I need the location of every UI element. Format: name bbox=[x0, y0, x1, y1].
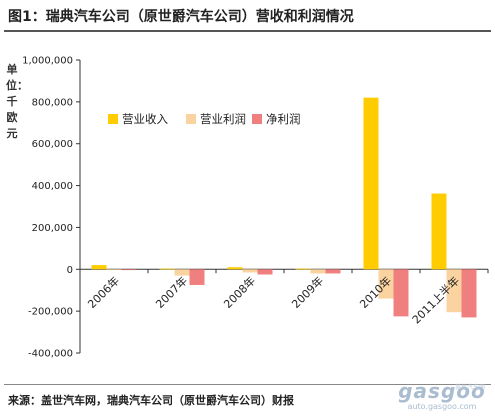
legend-swatch-1 bbox=[108, 114, 118, 124]
bar-3-2010年 bbox=[393, 269, 409, 317]
x-tick-label: 2009年 bbox=[289, 274, 326, 311]
bar-1-2008年 bbox=[227, 267, 243, 270]
y-tick-label: -400,000 bbox=[28, 349, 73, 360]
y-tick-label: 0 bbox=[67, 265, 73, 276]
legend-swatch-2 bbox=[186, 114, 196, 124]
gasgoo-watermark: 盖世汽车网 gasgoo auto.gasgoo.com bbox=[397, 380, 487, 414]
bar-2-2008年 bbox=[242, 269, 258, 273]
bar-1-2011上半年 bbox=[431, 193, 447, 270]
source-note: 来源：盖世汽车网，瑞典汽车公司（原世爵汽车公司）财报 bbox=[8, 394, 294, 407]
bar-1-2006年 bbox=[91, 265, 107, 270]
y-tick-label: 200,000 bbox=[32, 223, 73, 234]
title-divider bbox=[4, 30, 491, 32]
axes: -400,000 -200,000 0 200,000 400,000 600,000 80… bbox=[22, 56, 489, 360]
bar-1-2007年 bbox=[159, 268, 175, 270]
bar-2-2010年 bbox=[378, 269, 394, 299]
watermark-cn: 盖世汽车网 bbox=[454, 384, 485, 391]
bar-3-2007年 bbox=[189, 269, 205, 285]
y-tick-label: 600,000 bbox=[32, 139, 73, 150]
chart-title: 图1：瑞典汽车公司（原世爵汽车公司）营收和利润情况 bbox=[8, 9, 354, 25]
watermark-logo: gasgoo bbox=[398, 379, 486, 403]
bar-1-2010年 bbox=[363, 97, 379, 270]
x-tick-label: 2006年 bbox=[85, 274, 122, 311]
bar-2-2011上半年 bbox=[446, 269, 462, 313]
legend-label-3: 净利润 bbox=[266, 112, 301, 126]
y-tick-label: 800,000 bbox=[32, 97, 73, 108]
y-tick-label: -200,000 bbox=[28, 307, 73, 318]
x-tick-label: 2007年 bbox=[153, 274, 190, 311]
y-tick-label: 400,000 bbox=[32, 181, 73, 192]
footer-divider bbox=[4, 384, 491, 385]
bar-2-2007年 bbox=[174, 269, 190, 276]
bar-3-2011上半年 bbox=[461, 269, 477, 318]
y-tick-label: 1,000,000 bbox=[22, 56, 73, 67]
bar-3-2009年 bbox=[325, 269, 341, 274]
y-axis-label: 单位：千欧元 bbox=[6, 62, 28, 142]
bar-2-2006年 bbox=[106, 269, 122, 271]
legend-swatch-3 bbox=[252, 114, 262, 124]
y-axis-label-text: 单位：千欧元 bbox=[6, 63, 28, 140]
bar-1-2009年 bbox=[295, 268, 311, 270]
watermark-url: auto.gasgoo.com bbox=[407, 402, 477, 411]
bar-2-2009年 bbox=[310, 269, 326, 274]
bars bbox=[91, 97, 477, 318]
legend-label-2: 营业利润 bbox=[200, 112, 246, 126]
bar-3-2006年 bbox=[121, 269, 137, 271]
x-tick-label: 2008年 bbox=[221, 274, 258, 311]
legend-label-1: 营业收入 bbox=[122, 112, 168, 126]
bar-3-2008年 bbox=[257, 269, 273, 275]
legend: 营业收入 营业利润 净利润 bbox=[108, 112, 301, 126]
